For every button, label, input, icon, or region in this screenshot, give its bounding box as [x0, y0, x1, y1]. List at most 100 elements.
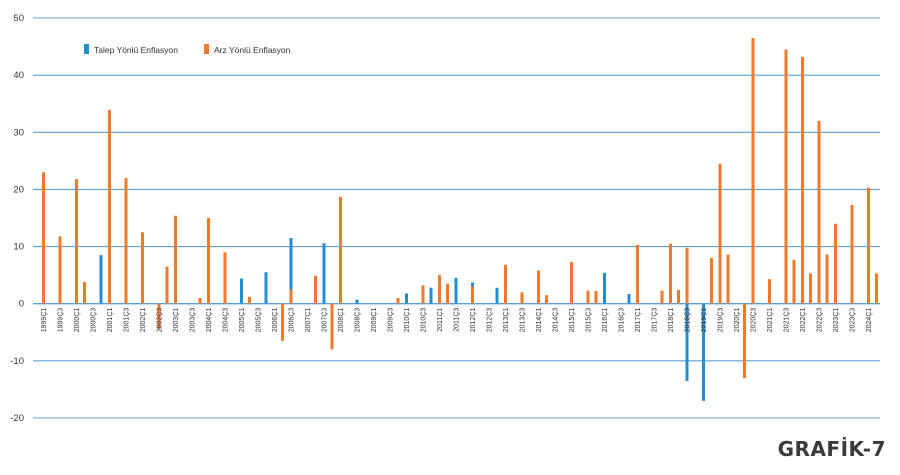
x-tick-label: 2016Ç3 — [619, 308, 626, 333]
bar — [743, 303, 746, 378]
x-tick-label: 2023Ç1 — [833, 308, 840, 333]
bar — [751, 38, 755, 304]
x-tick-label: 2021Ç1 — [767, 308, 774, 333]
bar — [792, 259, 796, 304]
bar — [396, 298, 400, 304]
x-tick-label: 2002Ç3 — [157, 308, 164, 333]
bar — [454, 278, 458, 304]
x-tick-label: 2010Ç3 — [421, 308, 428, 333]
x-tick-label: 2019Ç3 — [718, 308, 725, 333]
bar — [875, 273, 878, 304]
bar — [99, 255, 103, 304]
bar — [240, 278, 243, 304]
bar — [446, 283, 449, 304]
x-tick-label: 2005Ç3 — [256, 308, 263, 333]
x-tick-label: 2012Ç1 — [470, 308, 477, 333]
y-tick-label: 50 — [13, 13, 24, 24]
x-tick-label: 2023Ç3 — [850, 308, 857, 333]
x-tick-label: 2021Ç3 — [784, 308, 791, 333]
figure-label: GRAFİK-7 — [777, 437, 886, 461]
bar — [850, 204, 854, 304]
x-tick-label: 2003Ç3 — [190, 308, 197, 333]
bar — [685, 303, 689, 381]
bar — [198, 298, 202, 304]
bar — [594, 291, 598, 304]
x-tick-label: 2013Ç1 — [503, 308, 510, 333]
legend-swatch-demand — [84, 44, 89, 54]
bar — [603, 272, 606, 304]
bar — [438, 275, 441, 304]
x-tick-label: 2006Ç3 — [289, 308, 296, 333]
y-tick-label: 0 — [19, 299, 24, 310]
x-tick-label: 2011Ç1 — [437, 308, 444, 332]
bar — [825, 254, 829, 304]
bar — [669, 243, 672, 304]
x-tick-label: 2013Ç3 — [520, 308, 527, 333]
bar — [157, 303, 161, 330]
x-tick-label: 2009Ç3 — [388, 308, 395, 333]
bar — [817, 120, 821, 304]
bar — [264, 272, 268, 304]
bar — [207, 218, 210, 304]
bar — [702, 303, 705, 401]
bar — [83, 282, 86, 304]
y-tick-label: 20 — [13, 184, 24, 195]
x-tick-label: 1999Ç1 — [41, 308, 48, 333]
bar — [710, 258, 713, 304]
y-axis-ticks: -20 -10 0 10 20 30 40 50 — [10, 13, 24, 424]
x-tick-label: 2009Ç1 — [371, 308, 378, 333]
bar — [867, 187, 870, 304]
x-tick-label: 2018Ç1 — [668, 308, 675, 333]
x-tick-label: 2003Ç1 — [173, 308, 180, 333]
x-tick-label: 2017Ç1 — [635, 308, 642, 333]
y-tick-label: -10 — [10, 356, 24, 367]
x-tick-label: 2018Ç3 — [685, 308, 692, 333]
x-tick-label: 2020Ç3 — [751, 308, 758, 333]
bar — [289, 289, 293, 304]
bar — [726, 254, 730, 304]
bar — [834, 223, 837, 304]
bar — [718, 163, 722, 304]
bar — [248, 296, 251, 304]
bar — [570, 262, 573, 304]
bar — [784, 49, 788, 304]
bar — [809, 273, 812, 304]
x-tick-label: 2004Ç1 — [206, 308, 213, 333]
x-tick-label: 2004Ç3 — [223, 308, 230, 333]
x-tick-label: 2000Ç3 — [91, 308, 98, 333]
x-tick-label: 2017Ç3 — [652, 308, 659, 333]
x-tick-label: 2014Ç1 — [536, 308, 543, 333]
y-tick-label: -20 — [10, 413, 24, 424]
bar — [281, 303, 284, 341]
x-tick-label: 2022Ç1 — [800, 308, 807, 333]
bar — [58, 236, 62, 304]
bar — [75, 179, 78, 304]
bar — [330, 303, 334, 350]
x-tick-label: 2012Ç3 — [487, 308, 494, 333]
x-tick-label: 2000Ç1 — [74, 308, 81, 333]
bar — [165, 266, 169, 304]
x-tick-label: 2008Ç3 — [355, 308, 362, 333]
x-tick-label: 2016Ç1 — [602, 308, 609, 333]
bar — [429, 287, 433, 304]
x-tick-label: 2011Ç3 — [454, 308, 461, 332]
x-axis-ticks: 1999Ç1 1999Ç3 2000Ç1 2000Ç3 2001Ç1 2001Ç3 2002… — [41, 308, 873, 333]
bar — [627, 294, 631, 304]
bar — [685, 247, 689, 304]
x-tick-label: 2024Ç1 — [866, 308, 873, 333]
bar — [801, 56, 804, 304]
bar — [322, 243, 326, 304]
x-tick-label: 2007Ç1 — [305, 308, 312, 333]
y-tick-label: 30 — [13, 127, 24, 138]
x-tick-label: 2002Ç1 — [140, 308, 147, 333]
x-tick-label: 2001Ç1 — [107, 308, 114, 333]
bar — [174, 215, 177, 304]
bar — [677, 290, 680, 304]
legend-label-demand: Talep Yönlü Enflasyon — [94, 45, 178, 55]
bar — [405, 293, 408, 304]
legend-label-supply: Arz Yönlü Enflasyon — [214, 45, 291, 55]
bar — [42, 172, 45, 304]
y-tick-label: 40 — [13, 70, 24, 81]
x-tick-label: 2005Ç1 — [239, 308, 246, 333]
